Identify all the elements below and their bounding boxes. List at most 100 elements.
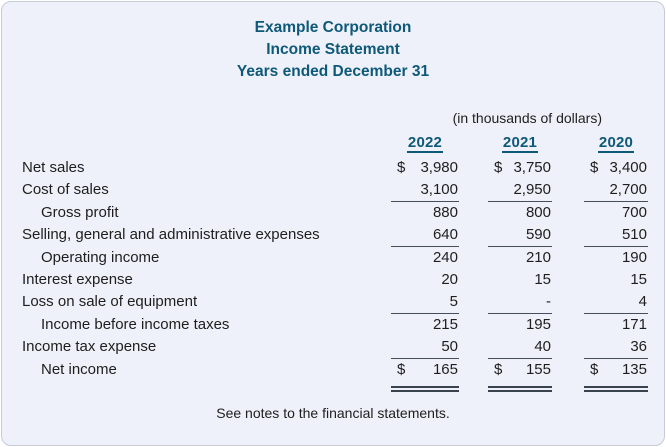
row-label: Selling, general and administrative expe… <box>22 226 320 244</box>
value-2020: 171 <box>584 314 648 336</box>
value-2021: 590 <box>488 224 552 247</box>
value-2022: 240 <box>391 247 459 269</box>
dollar-sign: $ <box>590 360 599 378</box>
amount: 215 <box>432 315 458 333</box>
year-column-3: 2020 <box>584 129 648 157</box>
value-2021: $3,750 <box>488 157 552 179</box>
row-income-tax-expense: Income tax expense 50 40 36 <box>2 336 664 359</box>
amount: 240 <box>432 248 458 266</box>
row-label: Income tax expense <box>22 338 157 356</box>
value-2022: 20 <box>391 269 459 291</box>
row-net-income: Net income $165 $155 $135 <box>2 359 664 392</box>
value-2022: 640 <box>391 224 459 247</box>
value-2021: $155 <box>488 359 552 392</box>
value-2022: $165 <box>391 359 459 392</box>
row-label: Net sales <box>22 159 85 176</box>
amount: - <box>546 293 551 311</box>
amount: 3,980 <box>420 159 458 176</box>
row-cost-of-sales: Cost of sales 3,100 2,950 2,700 <box>2 179 664 202</box>
year-header-spacer <box>22 129 391 157</box>
row-label: Gross profit <box>41 203 119 221</box>
amount: 800 <box>525 203 551 221</box>
year-header-row: 2022 2021 2020 <box>2 129 664 157</box>
year-2020-label: 2020 <box>597 134 635 153</box>
footnote: See notes to the financial statements. <box>216 404 450 421</box>
value-2022: 5 <box>391 291 459 314</box>
value-2021: 15 <box>488 269 552 291</box>
amount: 510 <box>621 226 647 244</box>
value-2020: 4 <box>584 291 648 314</box>
value-2021: 40 <box>488 336 552 359</box>
value-2022: 3,100 <box>391 179 459 202</box>
value-2020: 15 <box>584 269 648 291</box>
value-2022: 50 <box>391 336 459 359</box>
amount: 165 <box>432 360 458 378</box>
amount: 190 <box>621 248 647 266</box>
amount: 3,750 <box>513 159 551 176</box>
dollar-sign: $ <box>397 360 406 378</box>
row-loss-on-sale: Loss on sale of equipment 5 - 4 <box>2 291 664 314</box>
year-column-2: 2021 <box>488 129 552 157</box>
row-label: Interest expense <box>22 270 133 288</box>
row-income-before-taxes: Income before income taxes 215 195 171 <box>2 314 664 336</box>
amount: 590 <box>525 226 551 244</box>
year-2021-label: 2021 <box>501 134 539 153</box>
value-2021: 210 <box>488 247 552 269</box>
year-column-1: 2022 <box>391 129 459 157</box>
row-net-sales: Net sales $3,980 $3,750 $3,400 <box>2 157 664 179</box>
statement-period: Years ended December 31 <box>236 63 430 80</box>
amount: 36 <box>630 338 647 356</box>
amount: 171 <box>621 315 647 333</box>
row-label: Income before income taxes <box>41 315 230 333</box>
amount: 880 <box>432 203 458 221</box>
dollar-sign: $ <box>590 159 599 176</box>
amount: 155 <box>525 360 551 378</box>
value-2020: 190 <box>584 247 648 269</box>
row-label: Cost of sales <box>22 181 109 199</box>
amount: 40 <box>534 338 551 356</box>
company-name: Example Corporation <box>254 19 412 36</box>
amount: 3,400 <box>609 159 647 176</box>
value-2021: - <box>488 291 552 314</box>
amount: 20 <box>441 270 458 288</box>
amount: 640 <box>432 226 458 244</box>
amount: 50 <box>441 338 458 356</box>
value-2022: $3,980 <box>391 157 459 179</box>
amount: 15 <box>630 270 647 288</box>
row-operating-income: Operating income 240 210 190 <box>2 247 664 269</box>
row-interest-expense: Interest expense 20 15 15 <box>2 269 664 291</box>
amount: 195 <box>525 315 551 333</box>
dollar-sign: $ <box>494 360 503 378</box>
value-2021: 195 <box>488 314 552 336</box>
units-note: (in thousands of dollars) <box>452 110 602 126</box>
amount: 4 <box>638 293 647 311</box>
dollar-sign: $ <box>494 159 503 176</box>
amount: 3,100 <box>420 181 458 199</box>
row-label: Net income <box>41 360 117 378</box>
amount: 2,700 <box>609 181 647 199</box>
statement-title: Income Statement <box>266 41 400 58</box>
amount: 210 <box>525 248 551 266</box>
amount: 2,950 <box>513 181 551 199</box>
value-2020: 36 <box>584 336 648 359</box>
value-2020: 700 <box>584 202 648 224</box>
row-sga-expenses: Selling, general and administrative expe… <box>2 224 664 247</box>
dollar-sign: $ <box>397 159 406 176</box>
row-label: Loss on sale of equipment <box>22 293 198 311</box>
statement-header: Example Corporation Income Statement Yea… <box>2 17 664 83</box>
amount: 135 <box>621 360 647 378</box>
amount: 15 <box>534 270 551 288</box>
value-2020: $3,400 <box>584 157 648 179</box>
row-gross-profit: Gross profit 880 800 700 <box>2 202 664 224</box>
row-label: Operating income <box>41 248 160 266</box>
amount: 5 <box>449 293 458 311</box>
value-2020: 2,700 <box>584 179 648 202</box>
year-2022-label: 2022 <box>406 134 444 153</box>
value-2020: 510 <box>584 224 648 247</box>
amount: 700 <box>621 203 647 221</box>
value-2020: $135 <box>584 359 648 392</box>
value-2021: 2,950 <box>488 179 552 202</box>
value-2022: 880 <box>391 202 459 224</box>
value-2021: 800 <box>488 202 552 224</box>
